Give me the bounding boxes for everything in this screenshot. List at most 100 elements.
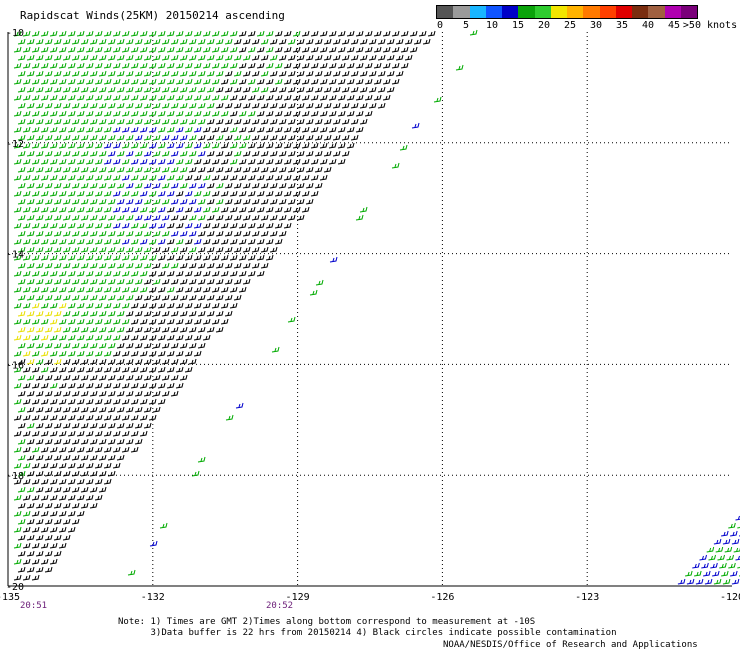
wind-barb	[22, 542, 31, 549]
wind-barb	[175, 158, 184, 165]
wind-barb	[251, 246, 260, 253]
wind-barb	[220, 158, 229, 165]
wind-barb	[193, 238, 202, 245]
wind-barb	[211, 302, 220, 309]
wind-barb	[175, 62, 184, 69]
wind-barb	[175, 46, 184, 53]
wind-barb	[26, 262, 35, 269]
wind-barb	[215, 166, 224, 173]
wind-barb	[229, 142, 238, 149]
wind-barb	[98, 70, 107, 77]
wind-barb	[17, 118, 26, 125]
wind-barb	[184, 318, 193, 325]
wind-barb	[148, 174, 157, 181]
wind-barb	[400, 62, 409, 69]
wind-barb	[94, 318, 103, 325]
wind-barb	[310, 30, 319, 37]
wind-barb	[161, 182, 170, 189]
wind-barb	[98, 54, 107, 61]
wind-barb	[130, 110, 139, 117]
wind-barb	[26, 566, 35, 573]
wind-barb	[103, 414, 112, 421]
wind-barb	[94, 478, 103, 485]
wind-barb	[283, 222, 292, 229]
wind-barb	[85, 158, 94, 165]
wind-barb	[40, 30, 49, 37]
wind-barb	[44, 358, 53, 365]
wind-barb	[350, 86, 359, 93]
wind-barb	[67, 94, 76, 101]
wind-barb	[80, 454, 89, 461]
wind-barb	[89, 310, 98, 317]
wind-barb	[152, 326, 161, 333]
wind-barb	[103, 302, 112, 309]
wind-barb	[22, 206, 31, 213]
wind-barb	[85, 334, 94, 341]
wind-barb	[256, 254, 265, 261]
wind-barb	[107, 102, 116, 109]
wind-barb	[49, 446, 58, 453]
wind-barb	[238, 110, 247, 117]
wind-barb	[292, 158, 301, 165]
wind-barb	[695, 578, 704, 585]
wind-barb	[130, 222, 139, 229]
wind-barb	[98, 102, 107, 109]
wind-barb	[76, 318, 85, 325]
wind-barb	[31, 142, 40, 149]
wind-barb	[193, 302, 202, 309]
wind-barb	[116, 294, 125, 301]
wind-barb	[377, 102, 386, 109]
wind-barb	[121, 238, 130, 245]
wind-barb	[166, 110, 175, 117]
wind-barb	[134, 230, 143, 237]
wind-barb	[233, 166, 242, 173]
wind-barb	[296, 118, 305, 125]
wind-barb	[242, 54, 251, 61]
wind-barb	[98, 246, 107, 253]
wind-barb	[17, 230, 26, 237]
wind-barb	[296, 70, 305, 77]
wind-barb	[76, 398, 85, 405]
wind-barb	[31, 238, 40, 245]
wind-barb	[71, 118, 80, 125]
wind-barb	[251, 102, 260, 109]
wind-barb	[26, 38, 35, 45]
wind-barb	[103, 142, 112, 149]
wind-barb	[103, 270, 112, 277]
wind-barb	[287, 316, 296, 323]
wind-barb	[125, 246, 134, 253]
wind-barb	[35, 278, 44, 285]
wind-barb	[238, 270, 247, 277]
wind-barb	[269, 118, 278, 125]
wind-barb	[94, 398, 103, 405]
wind-barb	[242, 102, 251, 109]
wind-barb	[188, 86, 197, 93]
wind-barb	[134, 326, 143, 333]
wind-barb	[103, 382, 112, 389]
wind-barb	[238, 286, 247, 293]
wind-barb	[44, 198, 53, 205]
wind-barb	[125, 182, 134, 189]
wind-barb	[71, 358, 80, 365]
wind-barb	[193, 318, 202, 325]
wind-barb	[116, 358, 125, 365]
wind-barb	[364, 46, 373, 53]
wind-barb	[85, 238, 94, 245]
wind-barb	[215, 86, 224, 93]
wind-barb	[391, 162, 400, 169]
wind-barb	[179, 310, 188, 317]
wind-barb	[166, 62, 175, 69]
wind-barb	[107, 406, 116, 413]
wind-barb	[127, 569, 136, 576]
wind-barb	[735, 515, 740, 521]
wind-barb	[76, 302, 85, 309]
wind-barb	[35, 70, 44, 77]
wind-barb	[17, 214, 26, 221]
wind-barb	[184, 158, 193, 165]
wind-barb	[40, 334, 49, 341]
wind-barb	[89, 246, 98, 253]
wind-barb	[62, 518, 71, 525]
wind-barb	[44, 342, 53, 349]
wind-barb	[13, 62, 22, 69]
wind-barb	[44, 246, 53, 253]
